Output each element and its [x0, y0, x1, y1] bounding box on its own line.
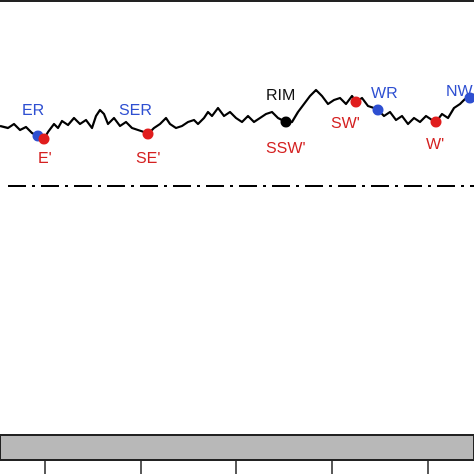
point-label: SSW'	[266, 140, 306, 157]
point-label: SW'	[331, 115, 360, 132]
point-label: NW	[446, 83, 474, 100]
marker	[280, 116, 292, 128]
marker	[142, 128, 154, 140]
marker	[38, 133, 50, 145]
marker	[350, 96, 362, 108]
point-label: W'	[426, 136, 444, 153]
point-label: WR	[371, 85, 398, 102]
point-label: RIM	[266, 87, 295, 104]
point-label: SER	[119, 102, 152, 119]
point-label: SE'	[136, 150, 160, 167]
point-label: ER	[22, 102, 44, 119]
marker	[372, 104, 384, 116]
profile-line	[0, 88, 474, 141]
marker	[464, 92, 474, 104]
bottom-ticks	[44, 460, 429, 474]
marker	[430, 116, 442, 128]
bottom-band	[0, 434, 474, 461]
point-label: E'	[38, 150, 52, 167]
